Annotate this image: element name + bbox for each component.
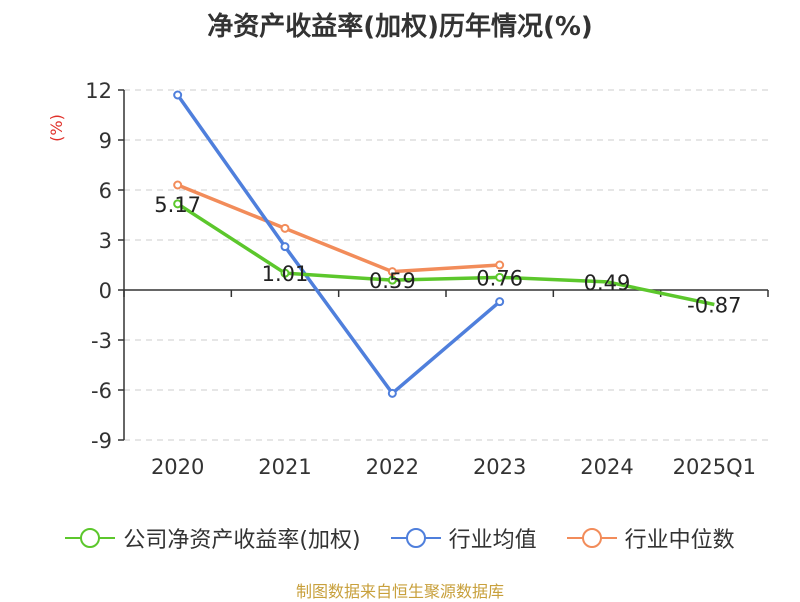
y-tick-label: -6 xyxy=(91,379,112,403)
data-labels: 5.17 1.01 0.59 0.76 0.49 -0.87 xyxy=(154,193,741,318)
legend-swatch-icon xyxy=(65,528,116,548)
series-line xyxy=(176,93,501,396)
series-lines xyxy=(173,90,715,398)
source-note: 制图数据来自恒生聚源数据库 xyxy=(295,582,504,601)
grid-lines xyxy=(124,89,768,441)
data-point xyxy=(495,297,505,307)
chart-title: 净资产收益率(加权)历年情况(%) xyxy=(207,12,593,42)
legend-swatch-icon xyxy=(566,528,617,548)
y-tick-label: 12 xyxy=(85,79,112,103)
x-tick-label: 2020 xyxy=(151,455,204,479)
data-point xyxy=(387,275,397,285)
data-point xyxy=(495,272,505,282)
data-point xyxy=(173,199,183,209)
legend: 公司净资产收益率(加权) 行业均值 行业中位数 xyxy=(0,518,800,558)
legend-item[interactable]: 行业中位数 xyxy=(566,522,735,554)
data-label: -0.87 xyxy=(687,294,741,318)
legend-label: 行业中位数 xyxy=(624,528,735,553)
legend-label: 公司净资产收益率(加权) xyxy=(123,528,361,553)
legend-item[interactable]: 公司净资产收益率(加权) xyxy=(65,522,361,554)
y-tick-label: 6 xyxy=(99,179,112,203)
legend-swatch-icon xyxy=(390,528,441,548)
data-label: 0.59 xyxy=(369,269,416,293)
data-label: 5.17 xyxy=(154,193,201,217)
axes: 12 9 6 3 0 -3 -6 -9 2020 2021 2022 2023 2024 2025Q1 (%… xyxy=(47,79,769,479)
series-line xyxy=(176,202,715,307)
x-tick-label: 2022 xyxy=(366,455,419,479)
x-tick-label: 2025Q1 xyxy=(673,455,756,479)
series-line xyxy=(177,183,500,274)
data-point xyxy=(387,388,397,398)
data-point xyxy=(495,260,505,270)
y-tick-label: 0 xyxy=(99,279,112,303)
data-point xyxy=(280,223,290,233)
data-point xyxy=(173,180,183,190)
data-point xyxy=(173,90,183,100)
data-label: 1.01 xyxy=(262,262,309,286)
legend-label: 行业均值 xyxy=(448,528,537,553)
y-axis-label: (%) xyxy=(47,114,66,142)
y-tick-label: 9 xyxy=(99,129,112,153)
x-tick-label: 2021 xyxy=(258,455,311,479)
x-tick-label: 2024 xyxy=(580,455,633,479)
data-point xyxy=(387,267,397,277)
y-tick-label: -9 xyxy=(91,429,112,453)
data-point xyxy=(280,242,290,252)
data-label: 0.49 xyxy=(584,271,631,295)
legend-item[interactable]: 行业均值 xyxy=(390,522,537,554)
x-tick-label: 2023 xyxy=(473,455,526,479)
data-point xyxy=(280,268,290,278)
data-label: 0.76 xyxy=(476,266,523,290)
y-tick-label: -3 xyxy=(91,329,112,353)
y-tick-label: 3 xyxy=(99,229,112,253)
